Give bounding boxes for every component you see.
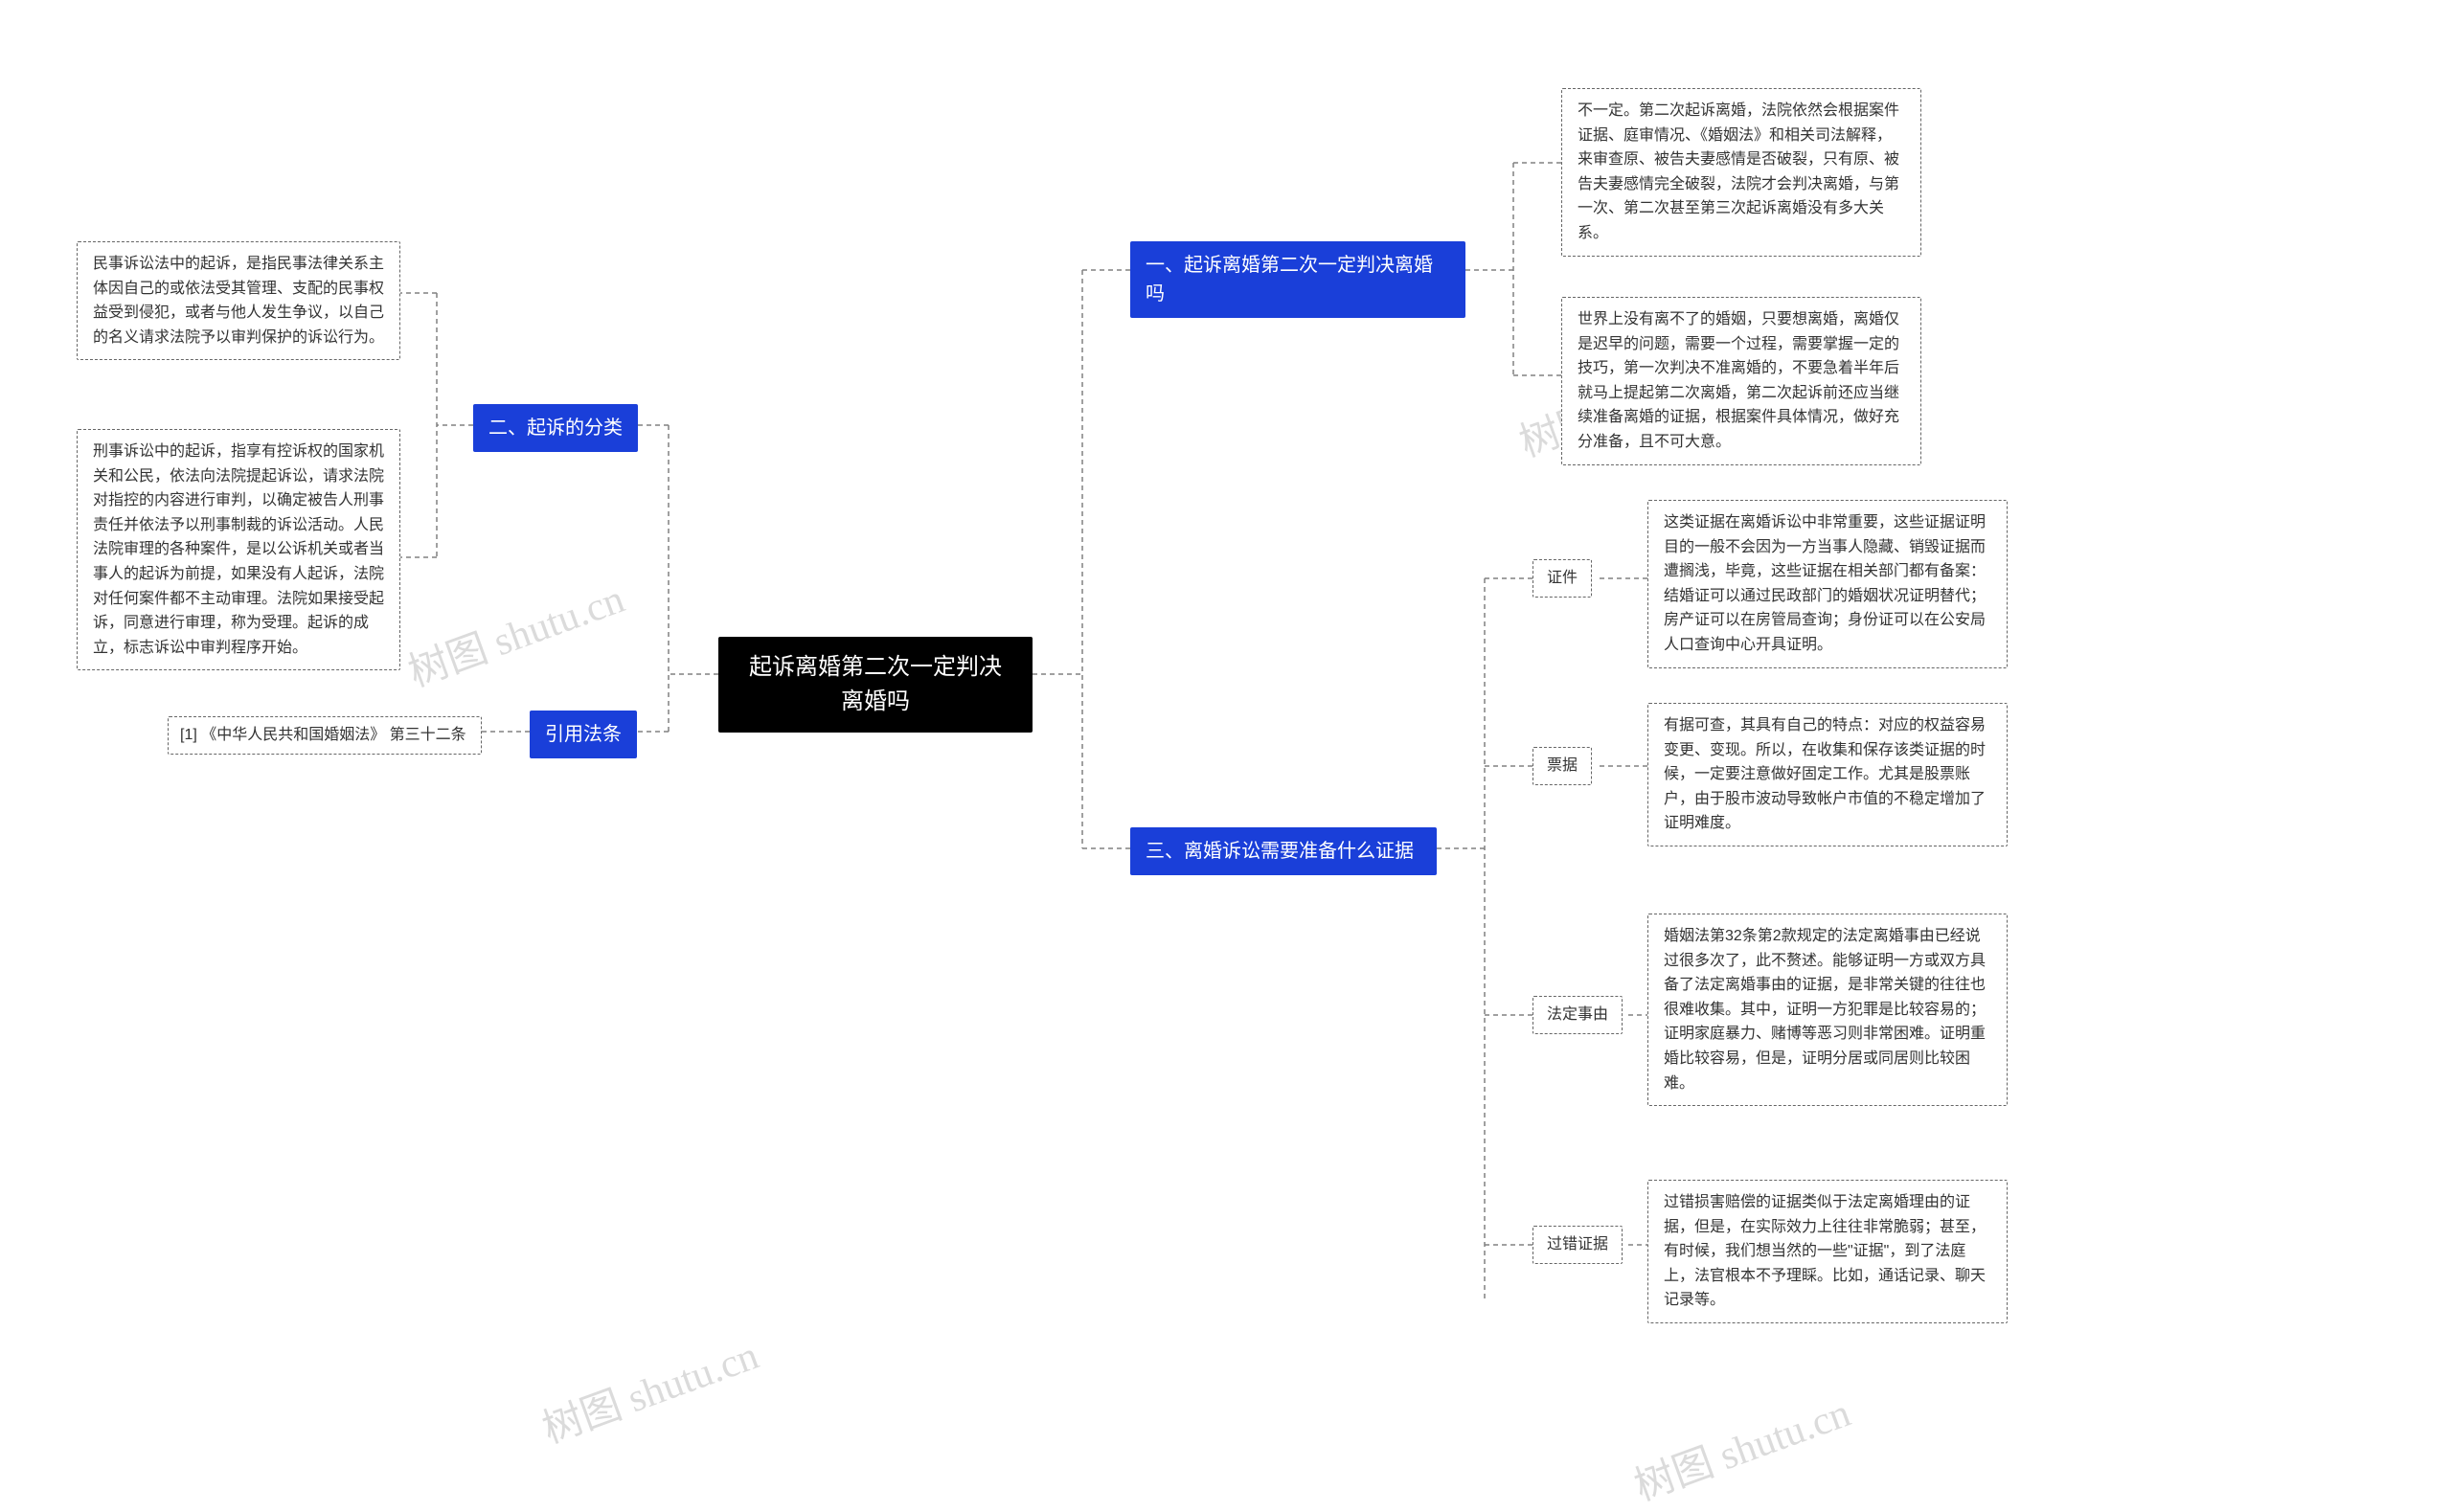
watermark: 树图 shutu.cn [534, 1323, 765, 1456]
leaf-guocuo: 过错损害赔偿的证据类似于法定离婚理由的证据，但是，在实际效力上往往非常脆弱；甚至… [1647, 1180, 2008, 1323]
leaf-citation: [1] 《中华人民共和国婚姻法》 第三十二条 [168, 716, 482, 755]
leaf-fading: 婚姻法第32条第2款规定的法定离婚事由已经说过很多次了，此不赘述。能够证明一方或… [1647, 914, 2008, 1106]
branch-section3: 三、离婚诉讼需要准备什么证据 [1130, 827, 1437, 875]
sub-piaoju: 票据 [1532, 747, 1592, 785]
leaf-piaoju: 有据可查，其具有自己的特点：对应的权益容易变更、变现。所以，在收集和保存该类证据… [1647, 703, 2008, 846]
sub-guocuo: 过错证据 [1532, 1226, 1623, 1264]
leaf-s1-a: 不一定。第二次起诉离婚，法院依然会根据案件证据、庭审情况、《婚姻法》和相关司法解… [1561, 88, 1921, 257]
branch-section1: 一、起诉离婚第二次一定判决离婚吗 [1130, 241, 1465, 318]
branch-citation: 引用法条 [530, 711, 637, 758]
root-node: 起诉离婚第二次一定判决离婚吗 [718, 637, 1033, 733]
watermark: 树图 shutu.cn [1625, 1381, 1857, 1512]
sub-zhengjian: 证件 [1532, 559, 1592, 598]
branch-section2: 二、起诉的分类 [473, 404, 638, 452]
sub-fading: 法定事由 [1532, 996, 1623, 1034]
leaf-civil: 民事诉讼法中的起诉，是指民事法律关系主体因自己的或依法受其管理、支配的民事权益受… [77, 241, 400, 360]
leaf-criminal: 刑事诉讼中的起诉，指享有控诉权的国家机关和公民，依法向法院提起诉讼，请求法院对指… [77, 429, 400, 670]
leaf-s1-b: 世界上没有离不了的婚姻，只要想离婚，离婚仅是迟早的问题，需要一个过程，需要掌握一… [1561, 297, 1921, 465]
leaf-zhengjian: 这类证据在离婚诉讼中非常重要，这些证据证明目的一般不会因为一方当事人隐藏、销毁证… [1647, 500, 2008, 668]
watermark: 树图 shutu.cn [399, 567, 631, 699]
